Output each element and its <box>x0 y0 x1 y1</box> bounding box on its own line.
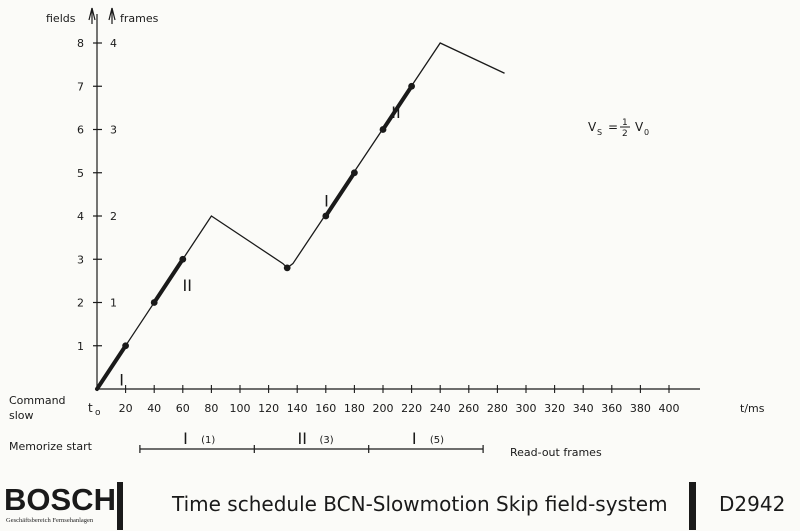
formula-rhs-sub: 0 <box>644 128 649 137</box>
x-tick-label: 100 <box>230 402 251 415</box>
y-tick-label-fields: 8 <box>77 37 84 50</box>
segment-label: II <box>183 276 192 295</box>
formula-lhs-sub: S <box>597 128 602 137</box>
y-tick-label-fields: 6 <box>77 124 84 137</box>
data-point <box>179 255 187 263</box>
y-tick-label-frames: 4 <box>110 37 117 50</box>
y-axis-label-fields: fields <box>46 12 76 25</box>
x-axis-label: t/ms <box>740 402 765 415</box>
formula-den: 2 <box>622 129 628 139</box>
memorize-start-label: Memorize start <box>9 440 93 453</box>
footer: BOSCH Geschäftsbereich Fernsehanlagen Ti… <box>0 478 800 531</box>
readout-segment <box>381 84 414 132</box>
data-point <box>283 264 291 272</box>
x-tick-label: 20 <box>119 402 133 415</box>
x-tick-label: 380 <box>630 402 651 415</box>
data-point <box>408 82 415 90</box>
x-tick-label: 220 <box>401 402 422 415</box>
x-tick-label: 340 <box>573 402 594 415</box>
chart-series <box>95 42 505 391</box>
x-tick-label: 160 <box>315 402 336 415</box>
slow-label: slow <box>9 409 34 422</box>
readout-segment <box>152 257 185 305</box>
command-label: Command <box>9 394 66 407</box>
t0-label: t <box>88 401 93 415</box>
y-tick-label-fields: 4 <box>77 210 84 223</box>
readout-roman-label: I <box>183 429 188 448</box>
segment-label: I <box>119 370 124 389</box>
y-tick-label-frames: 1 <box>110 297 117 310</box>
separator-bar <box>117 482 123 530</box>
data-point <box>150 299 158 306</box>
readout-roman-label: II <box>298 429 307 448</box>
readout-frame-number: (1) <box>201 435 215 446</box>
brand-subtitle: Geschäftsbereich Fernsehanlagen <box>6 517 94 524</box>
x-tick-label: 400 <box>659 402 680 415</box>
x-tick-label: 60 <box>176 402 190 415</box>
y-tick-label-fields: 3 <box>77 253 84 266</box>
y-tick-label-fields: 2 <box>77 297 84 310</box>
readout-frame-number: (3) <box>320 435 334 446</box>
readout-frames-label: Read-out frames <box>510 446 602 459</box>
x-tick-label: 80 <box>204 402 218 415</box>
x-tick-label: 200 <box>373 402 394 415</box>
y-axis-label-frames: frames <box>120 12 159 25</box>
data-point <box>322 212 330 220</box>
chart-axes <box>88 7 700 390</box>
x-tick-label: 120 <box>258 402 279 415</box>
schedule-line <box>96 42 505 390</box>
y-tick-label-frames: 2 <box>110 210 117 223</box>
document-number: D2942 <box>719 492 786 516</box>
x-tick-label: 140 <box>287 402 308 415</box>
formula-lhs: V <box>588 120 597 134</box>
readout-segment <box>95 343 128 391</box>
t0-sub: o <box>95 408 101 418</box>
y-tick-label-fields: 5 <box>77 167 84 180</box>
formula-rhs: V <box>635 120 644 134</box>
y-tick-label-fields: 7 <box>77 80 84 93</box>
segment-label: I <box>324 191 329 210</box>
segment-label: II <box>391 103 400 122</box>
x-tick-label: 280 <box>487 402 508 415</box>
x-tick-label: 40 <box>147 402 161 415</box>
readout-axis: I (1) II (3) I (5) <box>139 429 484 453</box>
brand-name: BOSCH <box>4 482 116 517</box>
data-point <box>122 342 129 350</box>
y-tick-label-fields: 1 <box>77 340 84 353</box>
readout-roman-label: I <box>412 429 417 448</box>
x-tick-label: 240 <box>430 402 451 415</box>
data-point <box>351 169 358 177</box>
x-tick-label: 260 <box>458 402 479 415</box>
y-tick-label-frames: 3 <box>110 124 117 137</box>
x-tick-label: 320 <box>544 402 565 415</box>
readout-segment <box>323 170 357 218</box>
readout-frame-number: (5) <box>430 435 444 446</box>
data-point <box>379 126 387 133</box>
formula-eq: = <box>608 120 618 134</box>
x-tick-label: 300 <box>516 402 537 415</box>
x-tick-label: 180 <box>344 402 365 415</box>
x-tick-label: 360 <box>601 402 622 415</box>
separator-bar <box>689 482 696 530</box>
formula-num: 1 <box>622 118 628 128</box>
document-title: Time schedule BCN-Slowmotion Skip field-… <box>172 492 668 516</box>
bosch-logo: BOSCH Geschäftsbereich Fernsehanlagen <box>4 484 116 530</box>
